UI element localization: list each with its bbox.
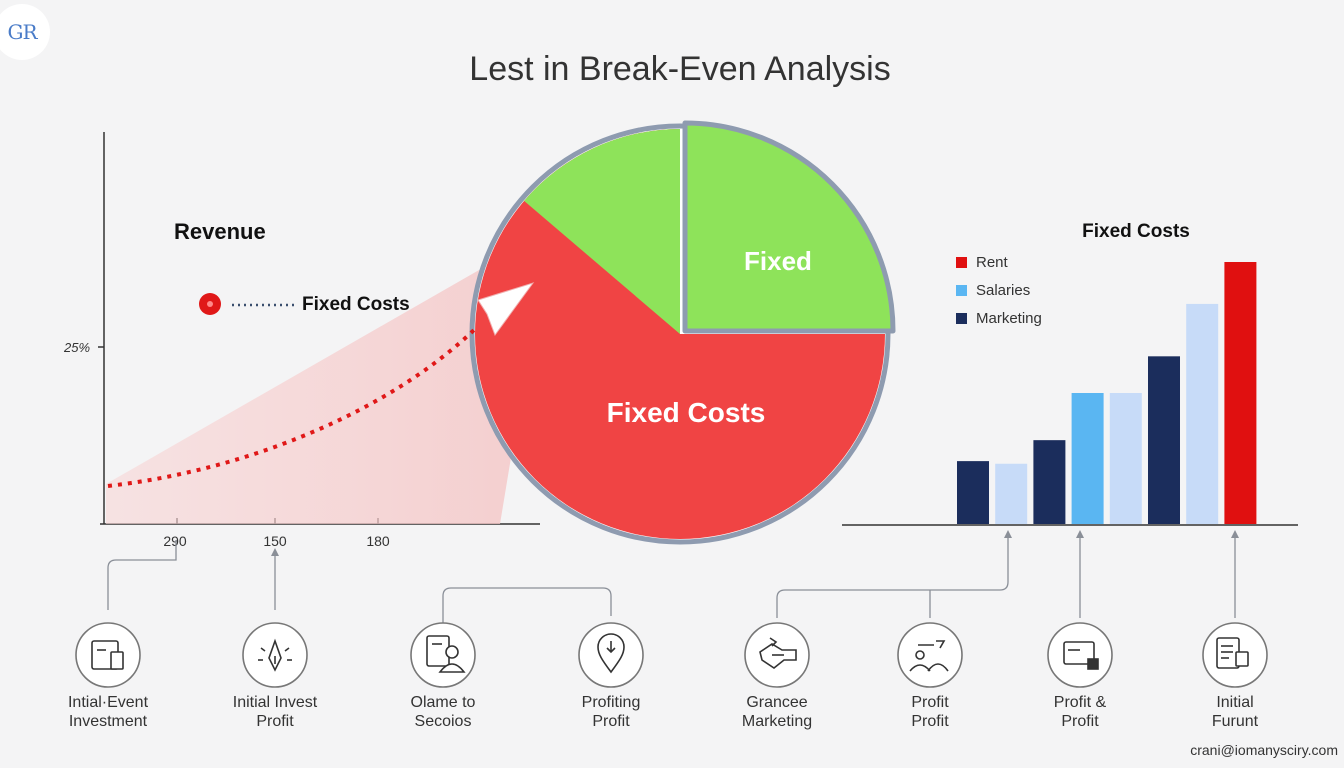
people-icon [909,640,949,672]
xtick-label: 150 [263,533,287,549]
step-circle [1047,622,1113,688]
bar-8 [1224,262,1257,524]
card-icon [1063,641,1099,670]
bar-5 [1109,393,1142,524]
footer-email: crani@iomanysciry.com [1190,742,1338,758]
trend-arrow-icon [477,282,535,337]
legend-swatch-salaries [956,285,967,296]
arrow-icon [271,548,279,556]
connector [776,534,1009,618]
connectors [107,534,1236,624]
arrow-icon [1004,530,1012,538]
ytick-label: 25% [63,340,90,355]
bar-chart-title: Fixed Costs [1082,221,1190,242]
step-circle [897,622,963,688]
xtick-label: 180 [366,533,390,549]
line-chart-title: Revenue [174,219,266,244]
bar-7 [1186,303,1219,524]
step-circle [1202,622,1268,688]
bar-4 [1071,393,1104,524]
pie-chart: Fixed Fixed Costs [469,120,896,545]
bar-series [957,262,1257,524]
bar-3 [1033,440,1066,524]
step-circle [410,622,476,688]
legend-swatch-rent [956,257,967,268]
bar-1 [957,461,989,524]
location-pin-icon [597,633,625,674]
projection-cone [106,258,540,524]
arrow-icon [1076,530,1084,538]
bar-legend: Rent Salaries Marketing [956,254,1042,327]
legend-swatch-marketing [956,313,967,324]
pen-icon [258,638,292,672]
annotation-label: Fixed Costs [302,294,410,315]
step-label: Grancee Marketing [741,694,813,730]
legend-label-rent: Rent [976,254,1009,271]
page-title: Lest in Break-Even Analysis [469,50,891,88]
xtick-label: 290 [163,533,187,549]
annotation-marker-center [207,301,213,307]
pie-slice-fixed-exploded [682,120,896,334]
document-icon [91,640,124,670]
pie-slice-fixed [524,129,680,334]
report-icon [1216,637,1249,669]
step-circle [242,622,308,688]
step-label: Initial Invest Profit [232,694,318,730]
step-circle [578,622,644,688]
person-document-icon [426,635,466,673]
connector [442,587,612,624]
step-label: Profit Profit [911,694,949,730]
handshake-icon [759,637,797,669]
bar-2 [995,463,1028,524]
logo: GR [0,4,50,60]
step-label: Intial·Event Investment [67,694,149,730]
legend-label-marketing: Marketing [976,310,1042,327]
legend-label-salaries: Salaries [976,282,1030,299]
step-icons [75,622,1268,688]
step-label: Olame to Secoios [410,694,476,730]
step-circle [75,622,141,688]
connector-arrowheads [271,530,1239,556]
connector [107,540,177,610]
step-label: Profiting Profit [581,694,641,730]
trend-curve [107,328,476,488]
pie-label-fixed-costs: Fixed Costs [607,397,766,428]
step-label: Initial Furunt [1211,694,1259,730]
pie-label-fixed: Fixed [744,246,812,276]
step-label: Profit & Profit [1053,694,1107,730]
bar-6 [1148,356,1180,524]
arrow-icon [1231,530,1239,538]
